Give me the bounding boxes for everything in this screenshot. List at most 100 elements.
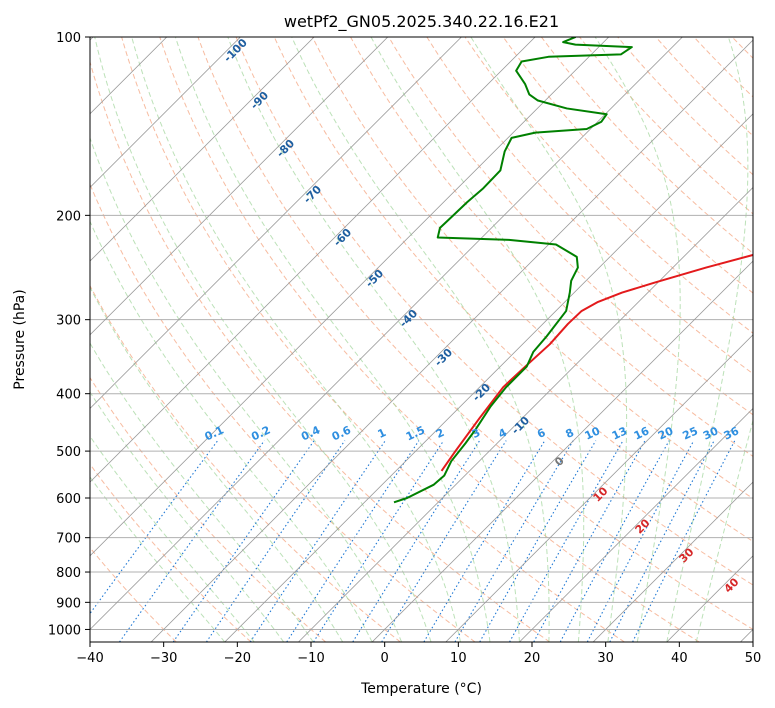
moist-adiabat-line	[131, 37, 461, 642]
mixing-ratio-line	[632, 440, 736, 642]
mixing-ratio-line	[352, 440, 481, 642]
mixing-ratio-line	[454, 440, 574, 642]
moist-adiabat-line	[227, 37, 520, 642]
x-tick-label: −10	[297, 651, 324, 666]
isotherm-line	[150, 39, 753, 642]
mixing-ratio-label: 16	[632, 424, 652, 442]
mixing-ratio-line	[249, 440, 386, 642]
x-axis-title: Temperature (°C)	[360, 681, 482, 697]
x-axis-ticks: −40 −30 −20 −10 0 10 20 30 40 50	[76, 642, 761, 666]
y-tick-label: 100	[56, 31, 81, 46]
moist-adiabat-line	[470, 37, 628, 642]
moist-adiabat-line	[90, 286, 344, 642]
mixing-ratio-label: 10	[583, 424, 603, 442]
dry-adiabat-line	[464, 37, 753, 334]
moist-adiabat-line	[90, 220, 373, 642]
y-tick-label: 500	[56, 445, 81, 460]
moist-adiabat-line	[90, 342, 314, 642]
isotherm-line	[90, 37, 610, 557]
dry-adiabat-line	[235, 37, 753, 586]
mixing-ratio-label: 13	[610, 424, 629, 442]
x-tick-label: 50	[745, 651, 762, 666]
y-tick-label: 1000	[48, 623, 81, 638]
y-tick-label: 300	[56, 314, 81, 329]
x-tick-label: 20	[524, 651, 541, 666]
x-tick-label: 10	[450, 651, 467, 666]
temperature-profile-line	[440, 253, 753, 472]
dry-adiabat-line	[388, 37, 753, 416]
dry-adiabat-line	[90, 60, 551, 642]
mixing-ratio-line	[119, 440, 265, 642]
dewpoint-profile-line	[393, 37, 633, 504]
y-axis-title: Pressure (hPa)	[12, 289, 28, 389]
y-tick-label: 700	[56, 532, 81, 547]
isotherm-line	[90, 37, 389, 336]
moist-adiabat-line	[94, 37, 432, 642]
isotherm-line	[371, 260, 753, 642]
mixing-ratio-line	[90, 440, 219, 615]
y-tick-label: 400	[56, 388, 81, 403]
isotherm-line	[592, 481, 753, 642]
mixing-ratio-line	[313, 440, 445, 642]
pressure-gridlines	[90, 37, 753, 630]
isotherm-line	[90, 37, 315, 262]
dry-adiabat-line	[311, 37, 753, 500]
y-tick-label: 600	[56, 492, 81, 507]
mixing-ratio-line	[172, 440, 315, 642]
isotherm-line	[445, 334, 753, 642]
dry-adiabat-line	[121, 37, 625, 642]
dry-adiabat-line	[579, 37, 753, 215]
x-tick-label: 40	[671, 651, 688, 666]
isotherm-line	[519, 407, 753, 642]
mixing-ratio-label: 25	[681, 424, 700, 442]
mixing-ratio-label: 30	[701, 424, 721, 442]
isotherm-line	[224, 113, 753, 642]
isotherm-line	[90, 37, 536, 483]
isotherm-line	[90, 37, 462, 410]
dry-adiabat-line	[159, 37, 700, 642]
moist-adiabat-line	[695, 418, 753, 642]
dry-adiabat-line	[197, 37, 753, 631]
plot-frame	[89, 36, 754, 643]
dry-adiabat-line	[90, 376, 326, 642]
dry-adiabat-line	[90, 284, 401, 642]
dry-adiabat-line	[90, 182, 476, 642]
dry-adiabat-line	[273, 37, 753, 543]
moist-adiabat-line	[90, 435, 255, 642]
y-tick-label: 900	[56, 596, 81, 611]
dry-adiabat-line	[540, 37, 753, 254]
mixing-ratio-line	[205, 440, 346, 642]
x-tick-label: −20	[224, 651, 251, 666]
mixing-ratio-label: 20	[656, 424, 676, 442]
y-tick-label: 200	[56, 209, 81, 224]
dry-adiabat-line	[426, 37, 753, 375]
mixing-ratio-line	[533, 440, 646, 642]
x-tick-label: −30	[150, 651, 177, 666]
profile-series	[393, 37, 753, 504]
mixing-ratio-line	[423, 440, 546, 642]
moist-adiabat-line	[174, 37, 491, 642]
isotherms	[90, 37, 753, 642]
x-tick-label: 30	[597, 651, 614, 666]
isotherm-line	[90, 37, 683, 631]
y-axis-ticks: 100 200 300 400 500 600 700 800 900 1000	[48, 31, 90, 638]
mixing-ratio-lines	[90, 440, 736, 642]
moist-adiabats	[90, 37, 753, 642]
mixing-ratio-line	[559, 440, 670, 642]
mixing-ratio-label: 36	[722, 424, 742, 442]
moist-adiabat-line	[90, 476, 226, 642]
isotherm-line	[90, 37, 241, 189]
y-tick-label: 800	[56, 566, 81, 581]
moist-adiabat-line	[666, 37, 749, 642]
mixing-ratio-line	[286, 440, 420, 642]
moist-adiabat-line	[291, 37, 550, 642]
chart-title: wetPf2_GN05.2025.340.22.16.E21	[284, 12, 559, 32]
isotherm-line	[298, 186, 753, 642]
x-tick-label: −40	[76, 651, 103, 666]
mixing-ratio-line	[509, 440, 624, 642]
x-tick-label: 0	[381, 651, 389, 666]
moist-adiabat-line	[594, 37, 681, 642]
moist-adiabat-line	[370, 37, 585, 642]
